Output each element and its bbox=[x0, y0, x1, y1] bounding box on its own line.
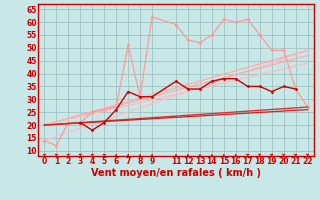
X-axis label: Vent moyen/en rafales ( km/h ): Vent moyen/en rafales ( km/h ) bbox=[91, 168, 261, 178]
